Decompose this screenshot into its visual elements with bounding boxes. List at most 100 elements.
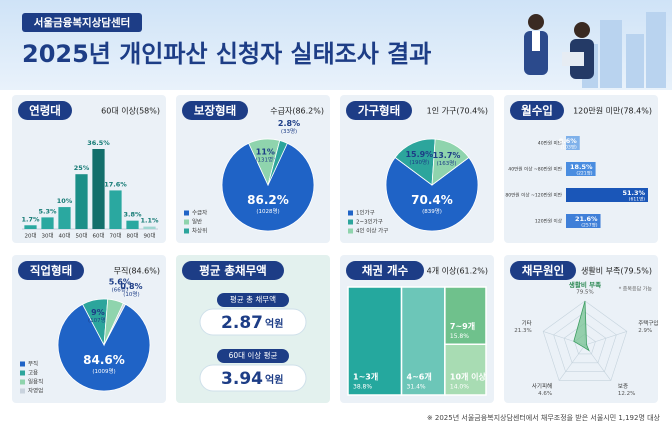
panel-title-pill — [346, 101, 412, 120]
category-label: 80대 — [126, 232, 138, 240]
pie-slice — [431, 138, 470, 186]
legend-swatch — [184, 228, 189, 234]
stat-label-pill — [217, 293, 289, 307]
radar-axis — [558, 344, 586, 381]
category-label: 7~9개 — [450, 321, 475, 331]
header-illustration — [524, 12, 666, 88]
panel-subtitle: 수급자(86.2%) — [270, 107, 324, 116]
value-label: 5.3% — [38, 207, 57, 215]
count-label: (103명) — [560, 144, 576, 151]
bar — [24, 225, 37, 229]
value-label: 3.8% — [123, 211, 142, 219]
value-label: 4.6% — [538, 391, 552, 397]
value-label: 14.0% — [450, 384, 469, 391]
category-label: 1~3개 — [353, 372, 378, 382]
count-label: (10명) — [123, 291, 139, 298]
stat-box — [199, 308, 307, 336]
count-label: (190명) — [409, 159, 429, 166]
legend-swatch — [20, 361, 25, 367]
org-tag — [22, 13, 142, 32]
count-label: (163명) — [437, 160, 457, 167]
value-label: 8.6% — [559, 137, 578, 145]
stat-label: 평균 총 채무액 — [230, 294, 276, 304]
category-label: 4~6개 — [407, 372, 432, 382]
legend-label: 자영업 — [28, 387, 43, 395]
value-label: 36.5% — [87, 139, 110, 147]
note: * 중복응답 가능 — [619, 286, 653, 293]
value-label: 1.1% — [140, 217, 159, 225]
panel-title: 채무원인 — [522, 264, 564, 278]
panel-title: 월수입 — [521, 104, 553, 118]
bar — [58, 207, 71, 229]
pie-slice — [267, 140, 288, 186]
legend-swatch — [20, 379, 25, 385]
value-label: 13.7% — [433, 151, 461, 160]
treemap-cell — [347, 286, 403, 396]
count-label: (107명) — [88, 317, 108, 324]
panel-title-pill — [182, 261, 284, 280]
count-label: (33명) — [281, 128, 297, 135]
category-label: 10개 이상 — [450, 372, 487, 382]
value-label: 25% — [74, 164, 90, 172]
legend-swatch — [20, 388, 25, 394]
pie-slice — [385, 156, 479, 232]
category-label: 40만원 이상 ~80만원 미만 — [508, 166, 563, 173]
value-label: 2.8% — [278, 119, 300, 128]
value-label: 21.6% — [575, 215, 598, 223]
value-label: 1.7% — [21, 215, 40, 223]
value-label: 2.9% — [638, 328, 652, 334]
treemap-cell — [444, 343, 487, 396]
value-label: 5.6% — [109, 278, 131, 287]
legend-label: 4인 이상 가구 — [356, 227, 388, 235]
legend-swatch — [348, 210, 353, 216]
category-label: 80만원 이상 ~120만원 미만 — [505, 192, 562, 199]
category-label: 90대 — [143, 232, 155, 240]
legend-label: 수급자 — [192, 209, 207, 217]
value-label: 12.2% — [618, 391, 635, 397]
count-label: (1009명) — [92, 368, 115, 375]
legend-label: 일반 — [192, 218, 202, 226]
panel-title-pill — [18, 101, 72, 120]
bar — [566, 188, 648, 202]
panel-title: 평균 총채무액 — [199, 264, 266, 278]
legend-label: 2~3인가구 — [356, 218, 383, 226]
count-label: (1028명) — [256, 208, 279, 215]
count-label: (611명) — [629, 196, 645, 203]
stat-box — [199, 364, 307, 392]
pie-slice — [57, 303, 151, 392]
panel-subtitle: 무직(84.6%) — [114, 266, 160, 276]
legend-swatch — [184, 219, 189, 225]
org-name: 서울금융복지상담센터 — [34, 16, 131, 29]
pie-slice — [221, 142, 315, 232]
bar — [143, 226, 156, 229]
panel-title: 채권 개수 — [362, 264, 409, 278]
radar-axis — [584, 331, 627, 346]
panel-title: 연령대 — [29, 104, 61, 118]
legend-label: 1인가구 — [356, 209, 375, 217]
count-label: (257명) — [581, 222, 597, 229]
category-label: 20대 — [24, 232, 36, 240]
treemap-cell — [444, 286, 487, 346]
value-label: 0.8% — [120, 282, 142, 291]
stat-unit: 억원 — [265, 373, 283, 386]
panel — [12, 95, 166, 243]
value-label: 15.8% — [450, 333, 469, 340]
category-label: 보증 — [618, 383, 628, 390]
panel-title-pill — [510, 101, 564, 120]
panel-title-pill — [346, 261, 424, 280]
legend-swatch — [184, 210, 189, 216]
value-label: 17.6% — [104, 180, 127, 188]
bar — [566, 136, 580, 150]
legend-swatch — [20, 370, 25, 376]
category-label: 주택구입 — [638, 319, 658, 327]
panel-subtitle: 60대 이상(58%) — [101, 106, 160, 116]
main-title: 2025년 개인파산 신청자 실태조사 결과 — [22, 40, 431, 68]
category-label: 50대 — [75, 232, 87, 240]
panel-title: 직업형태 — [30, 264, 72, 278]
category-label: 70대 — [109, 232, 121, 240]
legend-swatch — [348, 228, 353, 234]
stat-label: 60대 이상 평균 — [229, 350, 278, 360]
category-label: 120만원 이상 — [535, 218, 563, 225]
count-label: (131명) — [255, 156, 275, 163]
